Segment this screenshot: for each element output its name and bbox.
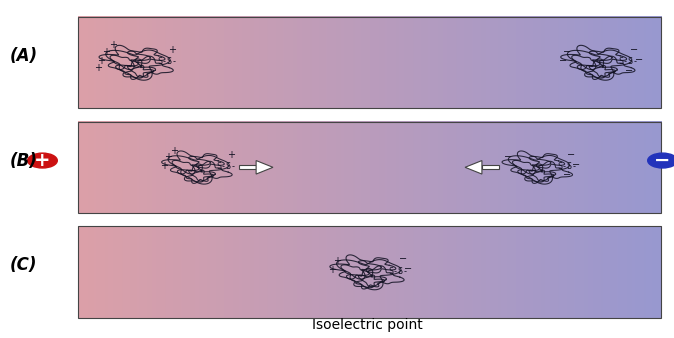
Polygon shape xyxy=(256,161,273,174)
Text: (B): (B) xyxy=(9,151,38,170)
Text: +: + xyxy=(94,63,102,73)
Text: +: + xyxy=(97,56,105,66)
Text: S-S-: S-S- xyxy=(388,267,408,276)
Text: Isoelectric point: Isoelectric point xyxy=(312,318,423,332)
Text: −: − xyxy=(625,66,634,76)
Text: (A): (A) xyxy=(9,47,38,65)
Text: +: + xyxy=(160,161,168,171)
Polygon shape xyxy=(465,161,482,174)
Text: −: − xyxy=(635,55,643,65)
Text: S-S-: S-S- xyxy=(217,162,237,171)
Text: +: + xyxy=(164,152,172,162)
Circle shape xyxy=(28,153,57,168)
Text: −: − xyxy=(504,152,512,162)
Text: +: + xyxy=(333,256,340,266)
Text: (C): (C) xyxy=(10,256,37,274)
Text: −: − xyxy=(559,56,567,66)
Text: S-S-: S-S- xyxy=(557,162,577,171)
Text: +: + xyxy=(171,146,179,155)
Text: −: − xyxy=(654,151,671,170)
Text: −: − xyxy=(563,170,572,180)
Text: −: − xyxy=(563,47,572,57)
Circle shape xyxy=(648,153,674,168)
Text: −: − xyxy=(404,264,412,274)
Bar xyxy=(78,17,661,108)
Bar xyxy=(78,122,661,213)
Text: +: + xyxy=(168,45,176,55)
Text: S-S-: S-S- xyxy=(619,57,639,66)
Text: S-S-: S-S- xyxy=(157,57,177,66)
Bar xyxy=(239,165,256,169)
Text: −: − xyxy=(398,254,407,264)
Text: +: + xyxy=(109,40,117,50)
Text: −: − xyxy=(567,150,576,160)
Text: +: + xyxy=(227,150,235,160)
Bar xyxy=(78,226,661,318)
Bar xyxy=(482,165,499,169)
Text: −: − xyxy=(572,160,580,170)
Text: +: + xyxy=(102,47,110,57)
Text: −: − xyxy=(630,45,638,55)
Text: +: + xyxy=(328,265,336,275)
Text: +: + xyxy=(34,151,51,170)
